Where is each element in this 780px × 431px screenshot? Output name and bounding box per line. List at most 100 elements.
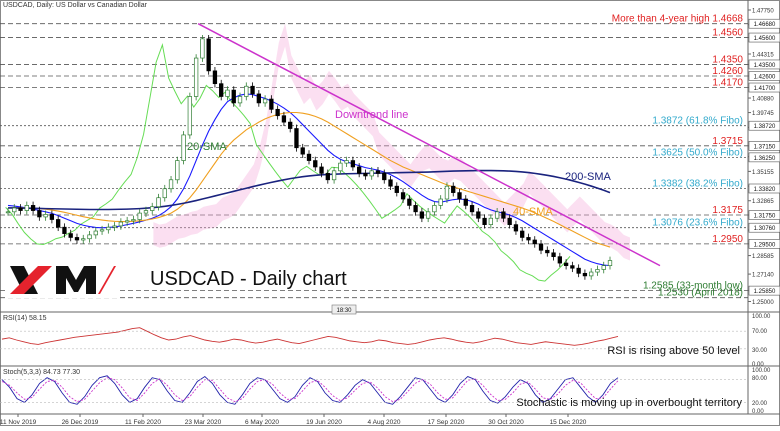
x-tick-label: 4 Aug 2020	[368, 419, 401, 426]
level-label: More than 4-year high 1.4668	[612, 14, 744, 25]
level-label: 1.4350	[712, 54, 743, 65]
candle-body	[545, 250, 549, 253]
candle-body	[564, 263, 568, 266]
candle-body	[176, 161, 180, 180]
candle-body	[608, 261, 612, 266]
stoch-y-tick-label: 20.00	[752, 401, 768, 407]
level-price-box-label: 1.36250	[754, 156, 776, 162]
candle-body	[420, 212, 424, 218]
candle-body	[539, 244, 543, 250]
level-price-box-label: 1.29500	[754, 242, 776, 248]
sma200-annotation: 200-SMA	[565, 171, 612, 183]
price-y-tick-label: 1.32865	[752, 199, 774, 205]
candle-body	[414, 205, 418, 211]
rsi-y-tick-label: 30.00	[752, 348, 768, 354]
candle-body	[113, 226, 117, 227]
candle-body	[533, 240, 537, 244]
price-y-tick-label: 1.25000	[752, 300, 774, 306]
x-tick-label: 11 Feb 2020	[125, 419, 161, 426]
candle-body	[12, 208, 16, 212]
candle-body	[132, 220, 136, 221]
rsi-y-tick-label: 70.00	[752, 329, 768, 335]
candle-body	[602, 266, 606, 270]
candle-body	[207, 39, 211, 71]
candle-body	[320, 167, 324, 173]
sma-line-20-sma	[8, 94, 610, 266]
level-label: 1.4560	[712, 28, 743, 39]
candle-body	[188, 96, 192, 134]
candle-body	[345, 161, 349, 164]
level-label: 1.4260	[712, 66, 743, 77]
candle-body	[69, 234, 73, 238]
candle-body	[63, 227, 67, 233]
candle-body	[169, 180, 173, 189]
candle-body	[502, 212, 506, 218]
candle-body	[157, 198, 161, 207]
candle-body	[257, 94, 261, 103]
candle-body	[38, 211, 42, 217]
candle-body	[6, 212, 10, 213]
candle-body	[351, 161, 355, 167]
candle-body	[527, 237, 531, 240]
level-label: 1.3715	[712, 136, 743, 147]
price-y-tick-label: 1.28585	[752, 254, 774, 260]
candle-body	[508, 218, 512, 224]
candle-body	[81, 239, 85, 240]
candle-body	[426, 212, 430, 218]
candle-body	[270, 99, 274, 109]
price-y-tick-label: 1.40880	[752, 97, 774, 103]
candle-body	[489, 218, 493, 224]
candle-body	[596, 269, 600, 272]
candle-body	[558, 257, 562, 263]
level-label: 1.3175	[712, 205, 743, 216]
candle-body	[88, 235, 92, 239]
candle-body	[301, 148, 305, 154]
candle-body	[25, 205, 29, 210]
candle-body	[100, 230, 104, 231]
cursor-label: 18:30	[336, 308, 352, 314]
candle-body	[401, 193, 405, 199]
candle-body	[94, 231, 98, 235]
candle-body	[552, 253, 556, 257]
chikou-span-line	[6, 45, 570, 281]
level-label: 1.3076 (23.6% Fibo)	[652, 218, 743, 229]
level-price-box-label: 1.37150	[754, 144, 776, 150]
candle-body	[458, 193, 462, 199]
x-tick-label: 15 Dec 2020	[550, 419, 587, 426]
candle-body	[226, 90, 230, 96]
candle-body	[163, 189, 167, 198]
candle-body	[232, 90, 236, 103]
candle-body	[213, 71, 217, 84]
price-y-tick-label: 1.47750	[752, 9, 774, 15]
downtrend-annotation: Downtrend line	[335, 109, 408, 121]
price-y-tick-label: 1.44315	[752, 53, 774, 59]
x-tick-label: 6 May 2020	[245, 419, 279, 426]
candle-body	[50, 214, 54, 219]
candle-body	[276, 109, 280, 115]
level-label: 1.2950	[712, 234, 743, 245]
candle-body	[138, 213, 142, 219]
candle-body	[370, 171, 374, 176]
candle-body	[433, 205, 437, 211]
candle-body	[313, 161, 317, 167]
candle-body	[44, 214, 48, 217]
sma-line-40-sma	[8, 113, 610, 248]
candle-body	[577, 268, 581, 273]
stoch-y-tick-label: 80.00	[752, 376, 768, 382]
candle-body	[376, 171, 380, 174]
candle-body	[219, 84, 223, 97]
level-price-box-label: 1.43500	[754, 63, 776, 69]
candle-body	[282, 116, 286, 122]
candle-body	[364, 173, 368, 176]
candle-body	[119, 222, 123, 226]
level-label: 1.3382 (38.2% Fibo)	[652, 178, 743, 189]
stoch-y-tick-label: 0.00	[752, 409, 764, 415]
candle-body	[295, 129, 299, 148]
candle-body	[514, 225, 518, 231]
candle-body	[382, 173, 386, 179]
candle-body	[288, 122, 292, 128]
rsi-header: RSI(14) 58.15	[3, 315, 47, 322]
candle-body	[583, 273, 587, 276]
candle-body	[395, 186, 399, 192]
